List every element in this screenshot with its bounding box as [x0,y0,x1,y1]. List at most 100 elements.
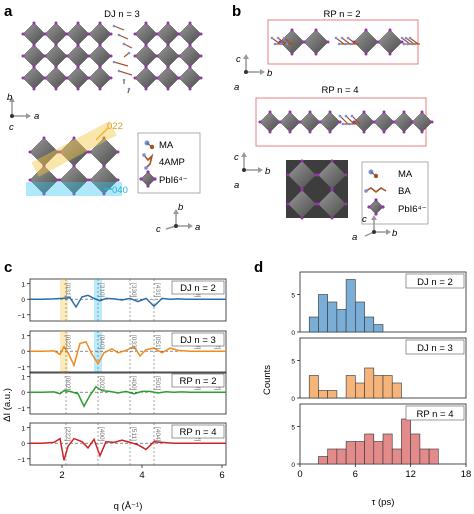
iodide-atom [326,40,330,44]
iodide-atom [166,87,170,91]
organic-spacer [283,37,293,45]
pbi6-octahedron [411,111,433,133]
series-line [30,437,226,461]
subplot-label-box [405,405,465,421]
iodide-atom [42,192,46,196]
iodide-atom [54,87,58,91]
pbi6-octahedron [88,66,112,90]
iodide-atom [98,43,102,47]
iodide-atom [400,40,404,44]
iodide-atom [32,65,36,69]
iodide-atom [98,87,102,91]
iodide-atom [290,28,294,32]
nitrogen-atom [273,42,277,46]
iodide-atom [166,43,170,47]
nitrogen-atom [282,36,286,40]
pbi6-octahedron [353,111,375,133]
histogram-bar [391,382,402,399]
iodide-atom [43,76,47,80]
iodide-atom [72,192,76,196]
subplot-frame [29,330,227,374]
nitrogen-atom [285,42,289,46]
iodide-atom [177,32,181,36]
legend-a-ma: MA [159,140,174,151]
iodide-atom [76,21,80,25]
histogram-bar [355,382,365,399]
axis-b-mid-vertical: c [234,152,239,163]
pbi6-octahedron [178,22,202,46]
highlight-022 [60,279,68,321]
nitrogen-atom [344,114,348,118]
panel-b-letter: b [232,3,241,20]
nitrogen-atom [127,51,131,55]
iodide-atom [344,173,348,177]
nitrogen-atom [112,24,116,28]
axis-b-bottom-horizontal: b [392,228,397,239]
iodide-atom [392,120,396,124]
iodide-atom [43,32,47,36]
histogram-bar [345,375,356,399]
pbi6-octahedron [156,66,180,90]
y-tick-label: 0 [291,396,295,403]
iodide-atom [382,130,386,134]
pbi6-octahedron [66,66,90,90]
peak-index-label: [511] [130,427,137,441]
iodide-atom [133,32,137,36]
nitrogen-atom [400,36,404,40]
iodide-atom [43,54,47,58]
x-tick-label: 18 [461,469,472,480]
histogram-bar [373,375,384,399]
subplot-label-box [171,332,225,347]
crystal-structure-dj3 [21,21,203,94]
nitrogen-atom [410,42,414,46]
iodide-atom [177,76,181,80]
panel-b-title-top: RP n = 2 [323,9,360,20]
histogram-bar [308,375,319,399]
panel-a-letter: a [4,3,13,20]
iodide-atom [268,130,272,134]
4amp-molecule-icon [142,153,154,170]
iodide-atom [32,87,36,91]
histogram-bar [318,390,328,399]
x-tick-label: 2 [59,470,64,481]
pbi6-octahedron [353,29,379,55]
iodide-atom [102,164,106,168]
pbi6-octahedron [178,44,202,68]
subplot-label: DJ n = 2 [417,277,453,288]
subplot-label-box [171,373,225,388]
iodide-atom [177,54,181,58]
iodide-atom [328,130,332,134]
histogram-bar [373,324,384,333]
nitrogen-atom [334,36,338,40]
iodide-atom [65,76,69,80]
histogram-bar [327,390,338,399]
histogram-bar [327,448,338,465]
iodide-atom [116,150,120,154]
histogram-bar [345,279,356,333]
axis-b-top-horizontal: b [267,68,272,79]
iodide-atom [362,110,366,114]
nitrogen-atom [337,42,341,46]
iodide-atom [308,130,312,134]
y-tick-label: −1 [18,457,26,464]
organic-spacer [409,37,419,45]
pbi6-octahedron [134,22,158,46]
iodide-atom [28,178,32,182]
subplot-label-box [171,280,225,295]
pbi6-octahedron [259,111,281,133]
pbi6-octahedron [66,22,90,46]
subplot-label: DJ n = 3 [180,335,216,346]
iodide-atom [133,54,137,58]
peak-index-label: [404] [154,427,161,442]
iodide-atom [42,164,46,168]
iodide-atom [362,130,366,134]
iodide-atom [109,76,113,80]
iodide-atom [166,65,170,69]
direction-022-label: 022 [107,121,123,132]
axes-triad-b-mid: c b a [234,152,270,191]
organic-spacer [341,37,351,45]
iodide-atom [72,136,76,140]
y-tick-label: 0 [21,297,25,304]
iodide-atom [144,65,148,69]
